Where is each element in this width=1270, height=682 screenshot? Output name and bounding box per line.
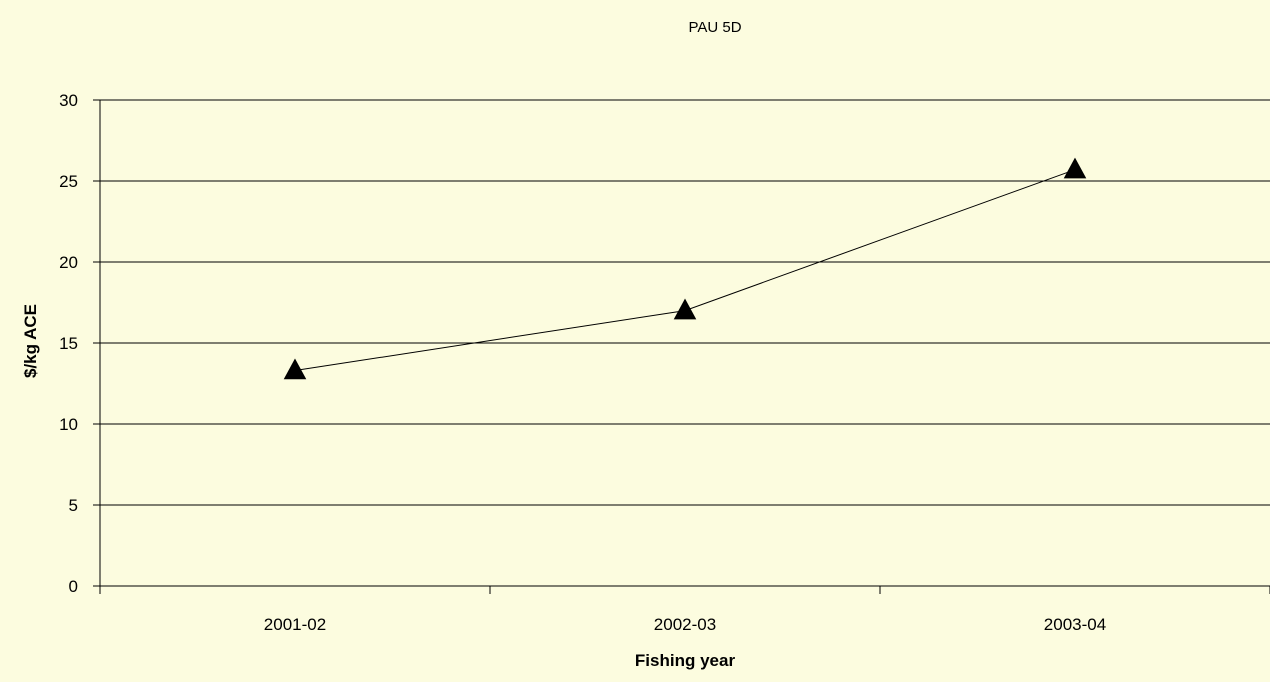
- x-axis-label: Fishing year: [635, 651, 736, 670]
- y-axis-ticks: 0 5 10 15 20 25 30: [59, 91, 100, 596]
- series-line: [294, 169, 1076, 372]
- data-point-triangle: [673, 298, 697, 320]
- y-tick-label: 15: [59, 334, 78, 353]
- y-tick-label: 25: [59, 172, 78, 191]
- y-tick-label: 30: [59, 91, 78, 110]
- x-axis-ticks: 2001-02 2002-03 2003-04: [99, 586, 1270, 634]
- x-tick-label: 2003-04: [1044, 615, 1106, 634]
- x-tick-label: 2001-02: [264, 615, 326, 634]
- chart-title: PAU 5D: [688, 19, 741, 36]
- y-tick-label: 0: [69, 577, 78, 596]
- series-layer: [283, 157, 1087, 380]
- grid-lines: [100, 99, 1270, 506]
- y-axis-label: $/kg ACE: [21, 304, 40, 378]
- data-point-triangle: [1063, 157, 1087, 179]
- x-tick-label: 2002-03: [654, 615, 716, 634]
- y-tick-label: 20: [59, 253, 78, 272]
- data-point-triangle: [283, 358, 307, 380]
- y-tick-label: 10: [59, 415, 78, 434]
- y-tick-label: 5: [69, 496, 78, 515]
